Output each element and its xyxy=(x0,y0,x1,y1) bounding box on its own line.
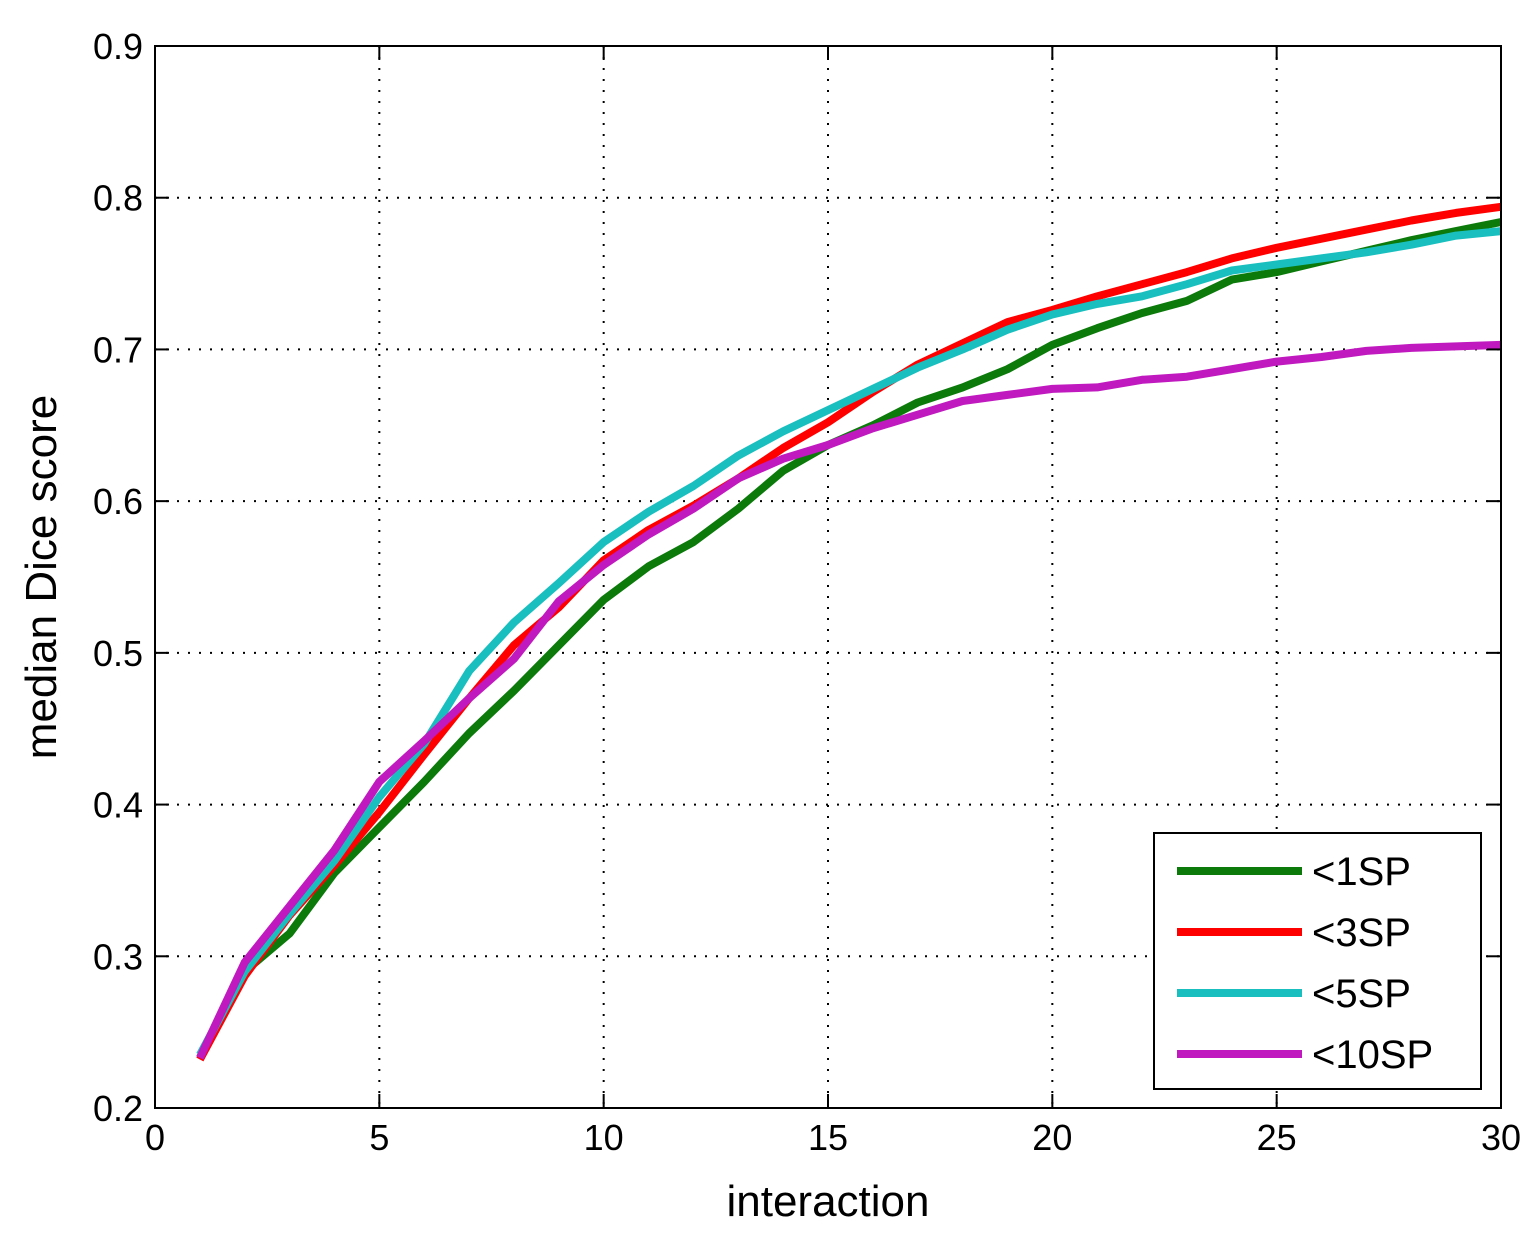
y-tick-label: 0.5 xyxy=(93,633,143,674)
legend-label-3: <10SP xyxy=(1312,1033,1433,1077)
legend-label-0: <1SP xyxy=(1312,850,1411,894)
x-tick-label: 5 xyxy=(369,1117,389,1158)
x-tick-label: 0 xyxy=(145,1117,165,1158)
legend-label-2: <5SP xyxy=(1312,972,1411,1016)
y-tick-label: 0.8 xyxy=(93,178,143,219)
grid xyxy=(155,46,1501,1108)
axis-ticks: 0 5 10 15 20 25 30 0.2 0.3 0.4 0.5 0.6 0.7 0.8 0.9 xyxy=(93,26,1521,1158)
legend-box xyxy=(1153,832,1482,1090)
x-tick-label: 25 xyxy=(1257,1117,1297,1158)
x-tick-label: 15 xyxy=(808,1117,848,1158)
y-tick-label: 0.3 xyxy=(93,936,143,977)
y-axis-label: median Dice score xyxy=(17,395,66,759)
y-tick-label: 0.7 xyxy=(93,329,143,370)
y-tick-label: 0.9 xyxy=(93,26,143,67)
series-lines xyxy=(196,202,1502,1062)
x-tick-label: 10 xyxy=(584,1117,624,1158)
x-tick-label: 20 xyxy=(1032,1117,1072,1158)
legend-label-1: <3SP xyxy=(1312,911,1411,955)
series-line-3 xyxy=(196,340,1502,1060)
series-line-1 xyxy=(196,202,1502,1062)
y-tick-label: 0.2 xyxy=(93,1088,143,1129)
y-tick-label: 0.6 xyxy=(93,481,143,522)
x-axis-label: interaction xyxy=(726,1177,929,1226)
legend: <1SP <3SP <5SP <10SP xyxy=(1153,832,1482,1090)
x-tick-label: 30 xyxy=(1481,1117,1521,1158)
y-tick-label: 0.4 xyxy=(93,785,143,826)
